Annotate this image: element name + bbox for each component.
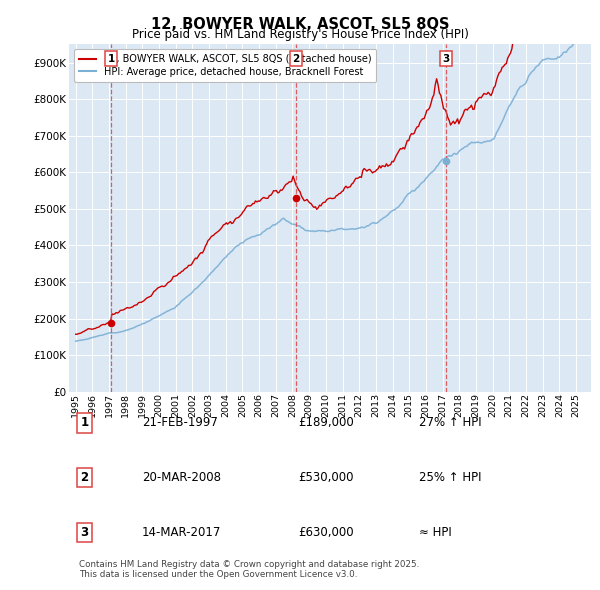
Text: Contains HM Land Registry data © Crown copyright and database right 2025.
This d: Contains HM Land Registry data © Crown c… bbox=[79, 560, 419, 579]
Legend: 12, BOWYER WALK, ASCOT, SL5 8QS (detached house), HPI: Average price, detached h: 12, BOWYER WALK, ASCOT, SL5 8QS (detache… bbox=[74, 49, 376, 82]
Text: 2: 2 bbox=[293, 54, 300, 64]
Text: 1: 1 bbox=[80, 417, 89, 430]
Text: 3: 3 bbox=[443, 54, 450, 64]
Text: Price paid vs. HM Land Registry's House Price Index (HPI): Price paid vs. HM Land Registry's House … bbox=[131, 28, 469, 41]
Text: ≈ HPI: ≈ HPI bbox=[419, 526, 451, 539]
Text: £189,000: £189,000 bbox=[299, 417, 355, 430]
Text: 2: 2 bbox=[80, 471, 89, 484]
Text: 14-MAR-2017: 14-MAR-2017 bbox=[142, 526, 221, 539]
Text: 27% ↑ HPI: 27% ↑ HPI bbox=[419, 417, 481, 430]
Text: 25% ↑ HPI: 25% ↑ HPI bbox=[419, 471, 481, 484]
Text: 21-FEB-1997: 21-FEB-1997 bbox=[142, 417, 218, 430]
Text: £630,000: £630,000 bbox=[299, 526, 355, 539]
Text: 3: 3 bbox=[80, 526, 89, 539]
Text: 12, BOWYER WALK, ASCOT, SL5 8QS: 12, BOWYER WALK, ASCOT, SL5 8QS bbox=[151, 17, 449, 31]
Text: 1: 1 bbox=[107, 54, 115, 64]
Text: 20-MAR-2008: 20-MAR-2008 bbox=[142, 471, 221, 484]
Text: £530,000: £530,000 bbox=[299, 471, 354, 484]
